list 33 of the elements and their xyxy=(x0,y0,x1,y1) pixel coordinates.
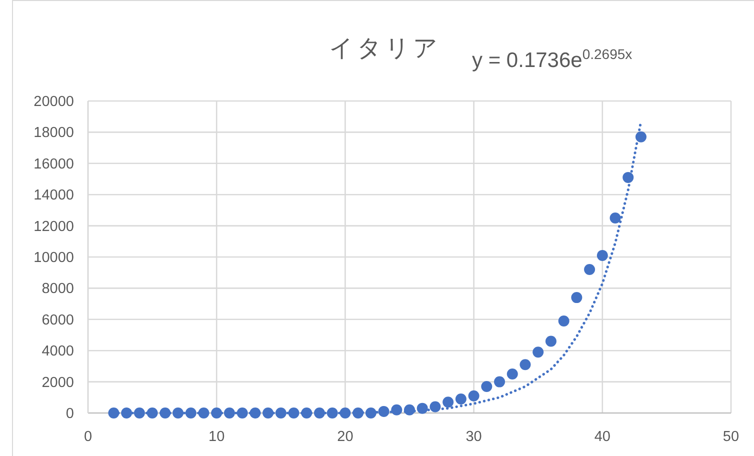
x-tick-label: 0 xyxy=(84,429,92,445)
y-tick-label: 2000 xyxy=(42,374,74,391)
x-tick-label: 10 xyxy=(208,429,225,445)
point xyxy=(596,250,608,261)
y-tick-label: 10000 xyxy=(34,250,74,266)
chart-title: イタリア xyxy=(329,34,441,62)
point xyxy=(571,292,582,304)
x-tick-label: 40 xyxy=(594,429,610,445)
y-tick-label: 16000 xyxy=(34,156,74,172)
y-tick-label: 6000 xyxy=(42,312,74,328)
y-tick-label: 18000 xyxy=(34,125,74,142)
point xyxy=(481,380,492,392)
y-tick-label: 12000 xyxy=(34,218,74,235)
y-tick-label: 4000 xyxy=(42,344,74,360)
text: y = 0.1736e$^{0.2695x}$ xyxy=(472,46,632,73)
point xyxy=(558,315,570,326)
point xyxy=(494,376,506,388)
y-tick-label: 0 xyxy=(66,406,74,422)
point xyxy=(545,336,556,347)
point xyxy=(442,396,454,408)
point xyxy=(584,264,596,275)
x-tick-label: 20 xyxy=(337,429,354,445)
x-tick-label: 30 xyxy=(466,429,482,445)
y-tick-label: 20000 xyxy=(34,94,74,110)
point xyxy=(532,346,544,358)
point xyxy=(520,359,531,370)
point xyxy=(468,390,480,402)
point xyxy=(455,393,466,404)
x-tick-label: 50 xyxy=(722,429,740,445)
y-tick-label: 14000 xyxy=(34,188,74,204)
point xyxy=(506,368,518,380)
point xyxy=(610,212,621,224)
y-tick-label: 8000 xyxy=(42,281,74,298)
